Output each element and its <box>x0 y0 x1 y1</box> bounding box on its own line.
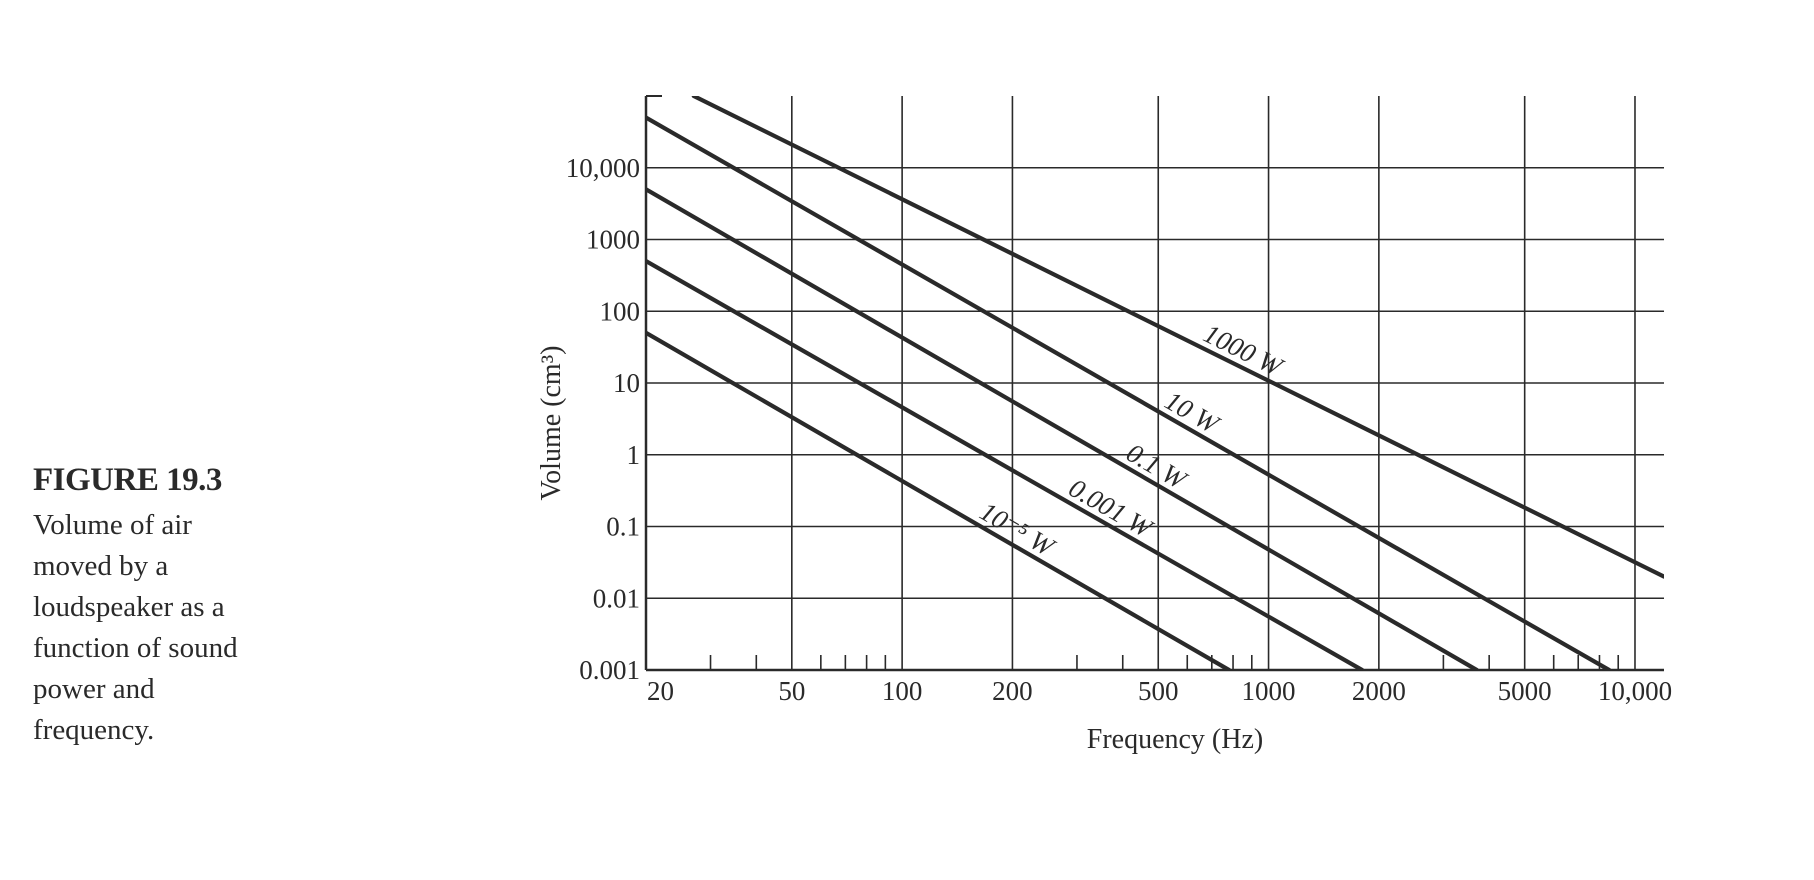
figure-caption: FIGURE 19.3 Volume of air moved by a lou… <box>33 462 303 751</box>
series-lines <box>646 96 1664 670</box>
x-tick-label: 5000 <box>1498 676 1552 706</box>
x-tick-label: 20 <box>647 676 674 706</box>
series-line <box>646 258 1365 670</box>
series-line <box>646 115 1612 670</box>
caption-line: moved by a <box>33 550 169 582</box>
y-axis-title: Volume (cm³) <box>536 346 567 501</box>
grid <box>646 96 1664 670</box>
series-line <box>646 330 1232 670</box>
y-tick-label: 10,000 <box>566 153 640 183</box>
series-label: 1000 W <box>1199 318 1289 383</box>
x-tick-label: 500 <box>1138 676 1179 706</box>
x-tick-label: 50 <box>778 676 805 706</box>
series-line <box>691 96 1664 579</box>
x-tick-label: 200 <box>992 676 1033 706</box>
x-tick-label: 1000 <box>1242 676 1296 706</box>
caption-line: function of sound <box>33 632 238 664</box>
y-tick-label: 0.01 <box>593 583 640 613</box>
x-tick-label: 100 <box>882 676 923 706</box>
caption-line: loudspeaker as a <box>33 591 225 623</box>
caption-line: power and <box>33 673 155 705</box>
tick-labels: 0.001 0.01 0.1 1 10 100 1000 10,000 20 50 100 200 50… <box>566 153 1672 706</box>
y-tick-label: 10 <box>613 368 640 398</box>
x-tick-label: 10,000 <box>1598 676 1672 706</box>
figure-number: FIGURE 19.3 <box>33 462 222 498</box>
y-tick-label: 100 <box>600 296 641 326</box>
caption-line: Volume of air <box>33 509 192 541</box>
y-tick-label: 1 <box>627 440 641 470</box>
y-tick-label: 0.001 <box>579 655 640 685</box>
x-tick-label: 2000 <box>1352 676 1406 706</box>
series-line <box>646 187 1479 670</box>
y-tick-label: 0.1 <box>606 512 640 542</box>
x-axis-title: Frequency (Hz) <box>1087 724 1263 755</box>
caption-line: frequency. <box>33 714 155 746</box>
y-tick-label: 1000 <box>586 225 640 255</box>
